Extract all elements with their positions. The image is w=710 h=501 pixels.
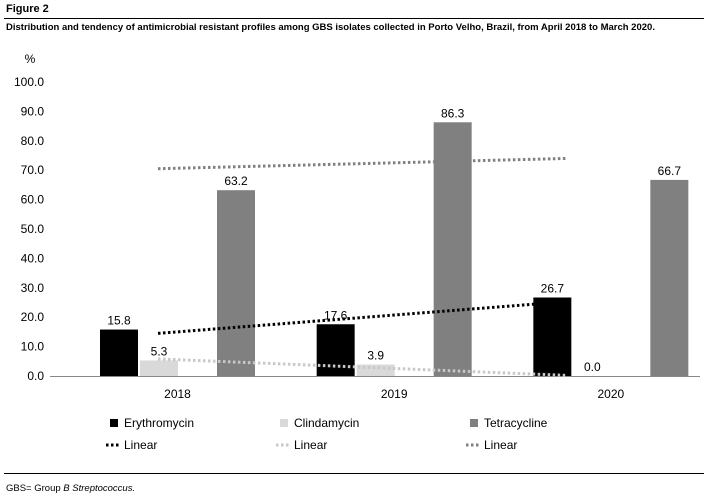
chart-legend: Erythromycin Clindamycin Tetracycline Linea…	[106, 416, 548, 452]
y-tick-label: 30.0	[21, 281, 45, 295]
legend-label-trend-erythromycin: Linear	[124, 438, 157, 452]
y-tick-label: 100.0	[14, 75, 44, 89]
data-label: 17.6	[324, 308, 348, 322]
data-label: 66.7	[658, 164, 682, 178]
bar-tetracycline-2019	[433, 122, 472, 376]
bar-tetracycline-2018	[217, 190, 255, 376]
footnote-text: GBS= Group	[6, 483, 64, 494]
data-label: 0.0	[584, 360, 601, 374]
figure-footnote: GBS= Group B Streptococcus.	[6, 483, 135, 494]
legend-label-trend-tetracycline: Linear	[484, 438, 517, 452]
data-label: 86.3	[441, 106, 465, 120]
bottom-rule	[4, 473, 704, 474]
y-tick-label: 40.0	[21, 251, 45, 265]
chart-trendlines	[157, 156, 568, 377]
legend-label-tetracycline: Tetracycline	[484, 416, 548, 430]
y-tick-label: 90.0	[21, 104, 45, 118]
bar-erythromycin-2019	[316, 324, 355, 376]
y-tick-label: 20.0	[21, 310, 45, 324]
footnote-italic: B Streptococcus.	[63, 483, 136, 494]
legend-swatch-tetracycline	[470, 419, 478, 427]
legend-label-trend-clindamycin: Linear	[294, 438, 327, 452]
data-label: 26.7	[541, 282, 565, 296]
y-axis-label: %	[25, 52, 36, 66]
chart-bars	[100, 122, 689, 376]
y-tick-label: 70.0	[21, 163, 45, 177]
bar-tetracycline-2020	[650, 179, 689, 376]
y-tick-label: 50.0	[21, 222, 45, 236]
data-label: 15.8	[107, 314, 131, 328]
data-label: 63.2	[224, 174, 248, 188]
bar-erythromycin-2018	[100, 329, 138, 376]
bar-clindamycin-2018	[140, 360, 178, 376]
y-tick-label: 10.0	[21, 340, 45, 354]
bar-erythromycin-2020	[533, 297, 572, 376]
legend-swatch-erythromycin	[110, 419, 118, 427]
trendline-erythromycin	[157, 300, 568, 335]
chart-data-labels: 15.8 5.3 63.2 17.6 3.9 86.3 26.7 0.0 66.7	[107, 106, 681, 374]
x-tick-label: 2018	[164, 387, 191, 401]
legend-label-erythromycin: Erythromycin	[124, 416, 194, 430]
chart-axes: % 0.0 10.0 20.0 30.0 40.0 50.0 60.0 70.0 80.0 90.0…	[14, 52, 700, 401]
legend-label-clindamycin: Clindamycin	[294, 416, 359, 430]
trendline-clindamycin	[157, 357, 568, 377]
figure-label: Figure 2	[6, 3, 49, 15]
x-tick-label: 2020	[597, 387, 624, 401]
top-rule	[4, 18, 704, 19]
figure-caption: Distribution and tendency of antimicrobi…	[6, 22, 655, 33]
x-tick-label: 2019	[381, 387, 408, 401]
y-tick-label: 0.0	[27, 369, 44, 383]
bar-clindamycin-2019	[356, 364, 395, 376]
trendline-tetracycline	[157, 156, 568, 171]
data-label: 5.3	[151, 344, 168, 358]
legend-swatch-clindamycin	[280, 419, 288, 427]
y-tick-label: 60.0	[21, 193, 45, 207]
data-label: 3.9	[367, 349, 384, 363]
y-tick-label: 80.0	[21, 134, 45, 148]
